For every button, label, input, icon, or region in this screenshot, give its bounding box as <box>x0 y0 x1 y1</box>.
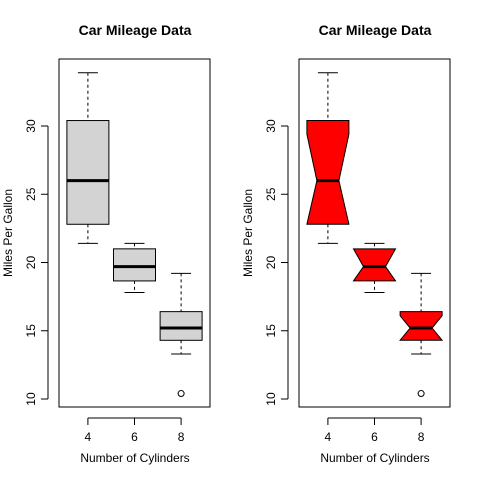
y-tick-label: 15 <box>264 324 278 338</box>
plot-frame <box>298 58 451 408</box>
x-tick-label: 8 <box>178 430 185 444</box>
box-8 <box>399 272 444 398</box>
y-tick-label: 10 <box>264 392 278 406</box>
y-tick-label: 25 <box>24 187 38 201</box>
box-4 <box>306 72 350 244</box>
y-tick-label: 20 <box>264 256 278 270</box>
outlier-point <box>177 390 185 398</box>
y-tick-label: 10 <box>24 392 38 406</box>
y-tick-label: 15 <box>24 324 38 338</box>
y-tick-label: 20 <box>24 256 38 270</box>
y-tick-label: 30 <box>24 119 38 133</box>
box <box>66 120 110 225</box>
notched-box <box>352 248 397 282</box>
y-tick-label: 30 <box>264 119 278 133</box>
y-axis-label: Miles Per Gallon <box>241 189 255 277</box>
box-6 <box>352 242 397 294</box>
x-axis-label: Number of Cylinders <box>80 451 189 465</box>
x-axis-label: Number of Cylinders <box>320 451 429 465</box>
y-axis-label: Miles Per Gallon <box>1 189 15 277</box>
boxplot-panel-plain: Car Mileage Data 10 15 20 25 30 Miles Per Gall… <box>1 22 211 465</box>
chart-title: Car Mileage Data <box>79 22 192 38</box>
boxplot-panel-notched: Car Mileage Data 10 15 20 25 30 Miles Per Gall… <box>241 22 451 465</box>
chart-title: Car Mileage Data <box>319 22 432 38</box>
plot-frame <box>58 58 211 408</box>
box-6 <box>113 242 156 294</box>
y-tick-label: 25 <box>264 187 278 201</box>
outlier-point <box>417 390 425 398</box>
notched-box <box>306 120 350 225</box>
x-tick-label: 6 <box>371 430 378 444</box>
box-8 <box>159 272 203 398</box>
x-tick-label: 4 <box>85 430 92 444</box>
box-4 <box>66 72 110 244</box>
box <box>113 248 156 282</box>
notched-box <box>399 311 444 341</box>
box <box>159 311 203 341</box>
x-tick-label: 6 <box>131 430 138 444</box>
x-tick-label: 4 <box>325 430 332 444</box>
x-tick-label: 8 <box>418 430 425 444</box>
